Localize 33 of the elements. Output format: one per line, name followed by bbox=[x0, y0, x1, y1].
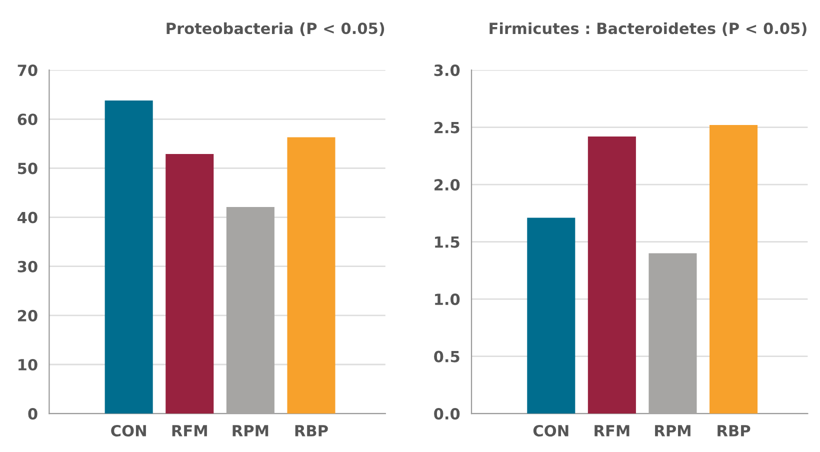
bar bbox=[527, 218, 576, 414]
x-tick-label: RPM bbox=[232, 425, 268, 436]
chart-title: Firmicutes : Bacteroidetes (P < 0.05) bbox=[490, 22, 806, 36]
y-tick-label: 60 bbox=[18, 114, 38, 126]
x-tick-label: RPM bbox=[655, 425, 690, 436]
x-tick-label: RFM bbox=[172, 425, 207, 436]
bar bbox=[104, 100, 153, 414]
bar bbox=[648, 253, 697, 414]
x-tick-label: CON bbox=[111, 424, 146, 437]
bar bbox=[710, 125, 758, 414]
y-tick-label: 0 bbox=[28, 408, 38, 420]
y-tick-label: 1.5 bbox=[435, 236, 460, 248]
x-tick-label: RFM bbox=[594, 425, 630, 436]
x-tick-label: RBP bbox=[718, 425, 750, 436]
x-tick-label: CON bbox=[533, 424, 568, 437]
y-tick-label: 40 bbox=[18, 212, 38, 224]
y-tick-label: 50 bbox=[18, 162, 38, 174]
y-tick-label: 1.0 bbox=[435, 294, 460, 306]
y-tick-label: 3.0 bbox=[434, 64, 460, 76]
bar bbox=[588, 136, 636, 414]
y-tick-label: 20 bbox=[18, 310, 38, 322]
y-tick-label: 70 bbox=[18, 64, 38, 76]
y-tick-label: 0.5 bbox=[434, 350, 460, 362]
bar bbox=[166, 154, 214, 414]
chart-title: Proteobacteria (P < 0.05) bbox=[166, 22, 384, 36]
y-tick-label: 2.0 bbox=[434, 179, 460, 191]
y-tick-label: 10 bbox=[18, 358, 38, 371]
y-tick-label: 30 bbox=[18, 260, 38, 272]
x-tick-label: RBP bbox=[295, 425, 328, 436]
bar bbox=[287, 137, 336, 414]
y-tick-label: 2.5 bbox=[434, 122, 460, 134]
bar bbox=[226, 206, 274, 414]
y-tick-label: 0.0 bbox=[434, 408, 460, 420]
